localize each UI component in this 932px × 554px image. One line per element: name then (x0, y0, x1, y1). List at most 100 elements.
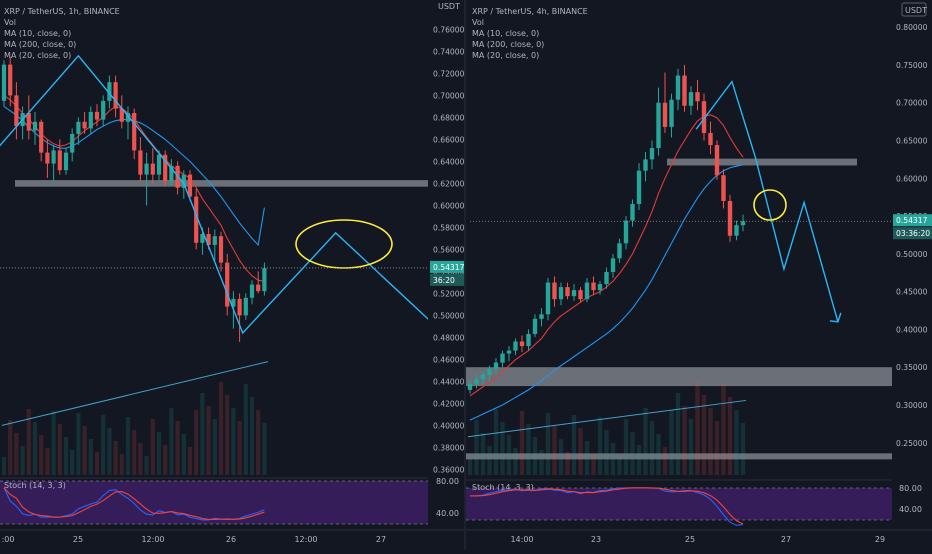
volume-bar (88, 439, 93, 475)
candle (113, 75, 118, 118)
candle (225, 253, 230, 316)
candle-body (218, 236, 224, 263)
y-tick-label: 0.60000 (896, 174, 928, 183)
volume-bar (20, 446, 25, 475)
volume-bar (237, 421, 242, 475)
candle-body (70, 133, 75, 153)
candle (643, 151, 648, 182)
candle (519, 335, 525, 353)
volume-bar (532, 437, 538, 475)
chart-symbol-title: XRP / TetherUS, 1h, BINANCE (4, 7, 120, 16)
volume-bar (552, 426, 557, 475)
candle-body (194, 196, 199, 243)
candle-body (734, 225, 739, 236)
volume-bar (8, 420, 13, 475)
y-tick-label: 0.68000 (433, 113, 465, 122)
x-tick-label: 27 (376, 535, 386, 544)
indicator-legend-item: MA (200, close, 0) (4, 40, 76, 49)
candle-body (243, 297, 248, 316)
candle (727, 194, 733, 242)
stoch-level-label: 80.00 (899, 484, 922, 493)
stoch-legend: Stoch (14, 3, 3) (472, 483, 534, 492)
volume-bar (181, 434, 186, 475)
x-tick-label: 26 (226, 535, 236, 544)
resistance-zone (667, 158, 857, 166)
candle (156, 150, 162, 182)
candle-body (506, 350, 512, 354)
candle-body (57, 150, 62, 171)
candle (552, 276, 557, 307)
highlight-circle (295, 219, 393, 269)
candle (617, 238, 622, 263)
candle (649, 140, 655, 170)
candle-body (14, 95, 19, 127)
volume-bar (187, 447, 193, 475)
y-tick-label: 0.44000 (433, 377, 465, 386)
volume-bar (107, 428, 112, 475)
candle (708, 121, 713, 155)
price-axis: USDT 0.76000 0.74000 0.72000 0.70000 0.68000 0… (430, 2, 465, 474)
volume-bar (45, 448, 50, 475)
candle-body (200, 234, 205, 243)
volume-bar (623, 419, 629, 475)
right-chart-panel: XRP / TetherUS, 4h, BINANCE Vol MA (10, cl… (466, 2, 932, 544)
volume-bar (513, 448, 518, 475)
volume-bar (94, 452, 100, 475)
candle (467, 380, 473, 394)
candle (243, 293, 248, 320)
candle (545, 278, 551, 321)
volume-bar (138, 443, 143, 475)
indicator-legend-item: MA (10, close, 0) (4, 29, 71, 38)
countdown-badge (893, 227, 932, 240)
volume-bar (194, 410, 199, 475)
volume-bar (721, 384, 726, 475)
currency-badge[interactable] (901, 2, 927, 17)
candle-body (467, 383, 473, 390)
candle (500, 350, 505, 368)
volume-bar (506, 435, 512, 475)
price-badge (430, 260, 464, 273)
indicator-legend-item: MA (200, close, 0) (472, 40, 544, 49)
axis-currency-label: USDT (438, 2, 460, 11)
candle-body (630, 203, 635, 221)
candle-body (571, 290, 577, 297)
y-tick-label: 0.46000 (433, 355, 465, 364)
candle-body (187, 174, 193, 197)
candle-body (262, 268, 267, 292)
volume-bar (39, 435, 44, 475)
y-tick-label: 0.50000 (433, 311, 465, 320)
volume-bar (243, 384, 248, 475)
candle-body (169, 165, 174, 182)
candle (125, 106, 131, 140)
candle-body (206, 234, 211, 245)
y-tick-label: 0.60000 (433, 201, 465, 210)
volume-bar (14, 433, 19, 475)
candle-body (76, 121, 81, 134)
candle-body (623, 220, 629, 244)
x-tick-label: 14:00 (510, 535, 533, 544)
volume-bar (656, 434, 661, 475)
candle-body (119, 108, 124, 122)
volume-bar (545, 413, 551, 475)
candle-body (231, 298, 236, 307)
volume-bar (26, 409, 31, 475)
candle-body (181, 174, 186, 188)
candle (714, 140, 720, 180)
y-tick-label: 0.72000 (433, 69, 465, 78)
candle (604, 267, 609, 289)
y-tick-label: 0.75000 (896, 61, 928, 70)
candle (88, 106, 93, 134)
candle-body (604, 271, 609, 285)
volume-bar (740, 423, 746, 475)
volume-bar (225, 395, 230, 475)
candle-body (513, 341, 518, 351)
candle-body (519, 341, 525, 347)
candle (506, 346, 512, 362)
volume-bar (558, 439, 564, 475)
candle-body (552, 282, 557, 300)
candle-body (643, 159, 648, 171)
candle (51, 144, 56, 182)
candle-body (656, 102, 661, 149)
volume-bar (526, 424, 531, 475)
